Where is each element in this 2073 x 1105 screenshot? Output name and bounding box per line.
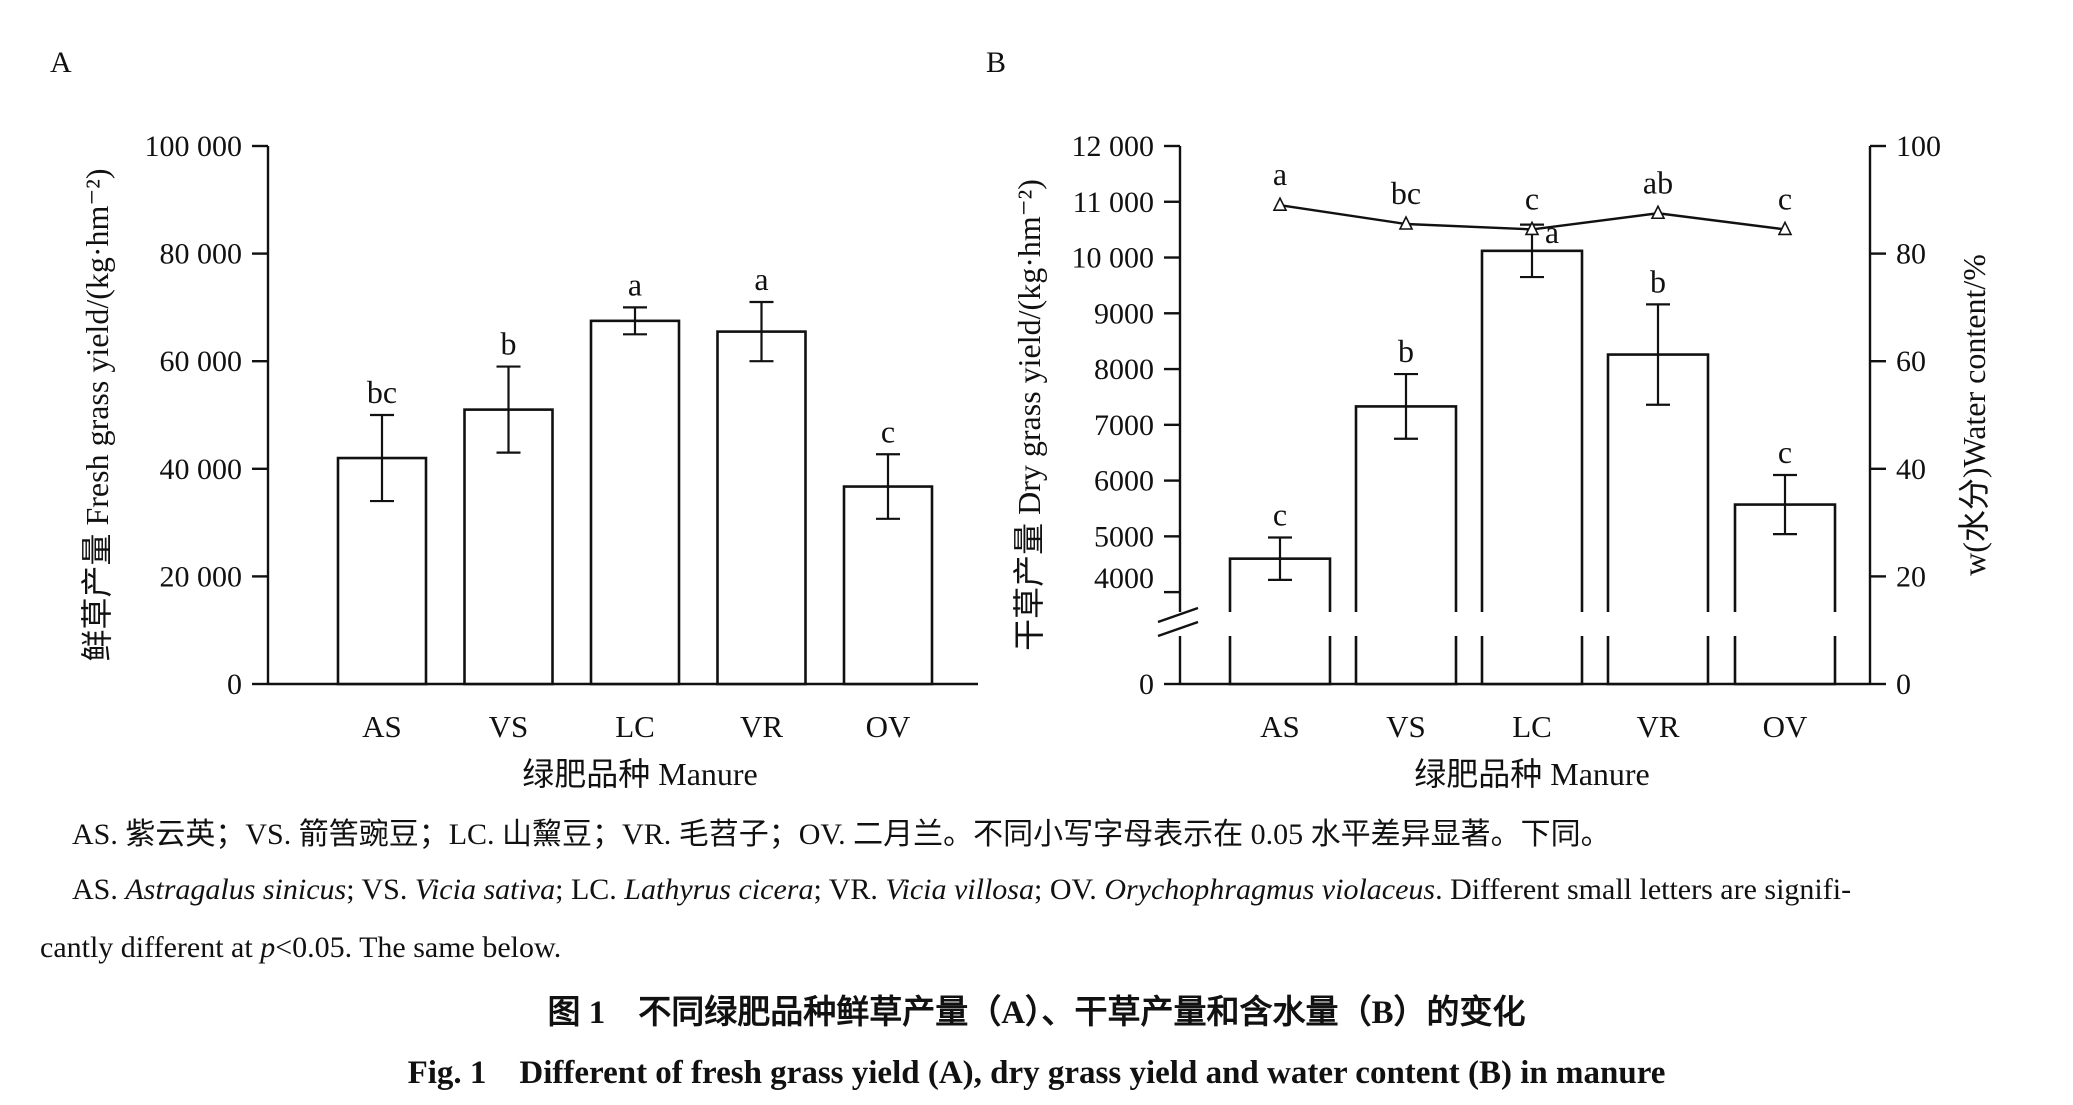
panel-b-bar-significance-label: c [1778, 434, 1792, 470]
panel-b-line-significance-label: c [1778, 180, 1792, 216]
panel-b-label: B [986, 46, 1006, 79]
panel-a-significance-label: a [754, 261, 768, 297]
panel-b-bar-break-gap [1705, 612, 1711, 636]
panel-b-water-content-point [1777, 220, 1793, 236]
panel-b-x-axis-label: 绿肥品种 Manure [1414, 756, 1650, 792]
panel-a-bar-vs [463, 408, 554, 686]
panel-b-line-significance-label: a [1273, 156, 1287, 192]
panel-b-left-y-tick-label: 8000 [1094, 353, 1154, 386]
panel-b-x-tick-label: AS [1260, 709, 1300, 744]
panel-b-axis-break-mark [1157, 620, 1199, 638]
panel-b-water-content-point [1398, 215, 1414, 230]
panel-b-axis-break-mark [1157, 606, 1199, 624]
panel-b-line-significance-label: ab [1643, 164, 1673, 200]
panel-a-bar-vr [716, 330, 807, 686]
panel-b-left-y-tick-label: 7000 [1094, 409, 1154, 442]
panel-b-bar-rect [1354, 405, 1458, 686]
figure-title-zh: 图 1 不同绿肥品种鲜草产量（A）、干草产量和含水量（B）的变化 [547, 995, 1526, 1031]
panel-a-y-tick-label: 20 000 [160, 560, 243, 593]
panel-b-bar-break-gap [1832, 612, 1838, 636]
caption-abbreviations-en: AS. Astragalus sinicus; VS. Vicia sativa… [40, 873, 1852, 964]
panel-b-bar-significance-label: b [1650, 263, 1666, 299]
panel-b-chart: B 0 4000 5000 6000 7000 8000 9000 10 000 11 000 1… [986, 46, 1992, 792]
panel-b-bar-break-gap [1732, 612, 1738, 636]
panel-b-right-y-tick-label: 60 [1896, 345, 1926, 378]
panel-b-bar-break-gap [1453, 612, 1459, 636]
panel-b-bar-significance-label: b [1398, 333, 1414, 369]
panel-b-water-content-point [1272, 196, 1288, 211]
panel-a-y-axis-label: 鲜草产量 Fresh grass yield/(kg·hm⁻²) [79, 168, 115, 661]
panel-a-y-tick-label: 60 000 [160, 345, 243, 378]
panel-b-left-y-tick-label: 9000 [1094, 297, 1154, 330]
panel-b-bar-break-gap [1605, 612, 1611, 636]
panel-a-bar-lc [589, 319, 681, 686]
panel-b-bar-break-gap [1227, 612, 1233, 636]
panel-b-bar-vr [1605, 353, 1711, 686]
panel-b-bar-break-gap [1579, 612, 1585, 636]
panel-a-x-tick-label: VR [740, 709, 783, 744]
panel-a-significance-label: c [881, 413, 895, 449]
panel-b-bar-break-gap [1479, 612, 1485, 636]
panel-a-significance-label: bc [367, 374, 397, 410]
panel-a-x-tick-label: VS [489, 709, 529, 744]
figure-title-en: Fig. 1 Different of fresh grass yield (A… [407, 1055, 1666, 1091]
panel-b-x-tick-label: OV [1763, 709, 1808, 744]
panel-b-left-y-tick-label: 4000 [1094, 562, 1154, 595]
panel-b-right-y-tick-label: 0 [1896, 668, 1911, 701]
panel-a-chart: A 0 20 000 40 000 60 000 80 000 100 000 bc b a a… [50, 46, 978, 792]
panel-b-x-tick-label: VS [1386, 709, 1426, 744]
panel-a-significance-label: a [628, 266, 642, 302]
panel-b-bar-significance-label: c [1273, 496, 1287, 532]
panel-b-bar-vs [1353, 405, 1459, 686]
panel-b-left-y-tick-label: 0 [1139, 668, 1154, 701]
panel-b-left-y-tick-label: 6000 [1094, 465, 1154, 498]
panel-b-left-y-axis-label: 干草产量 Dry grass yield/(kg·hm⁻²) [1011, 179, 1047, 651]
panel-b-right-y-tick-label: 20 [1896, 560, 1926, 593]
panel-b-line-significance-label: c [1525, 180, 1539, 216]
panel-b-right-y-axis-label: w(水分)Water content/% [1956, 254, 1992, 576]
panel-a-x-axis-label: 绿肥品种 Manure [522, 756, 758, 792]
panel-b-right-y-tick-label: 100 [1896, 130, 1941, 163]
panel-b-x-tick-label: LC [1512, 709, 1552, 744]
panel-b-left-y-tick-label: 11 000 [1073, 186, 1154, 219]
panel-b-x-tick-label: VR [1636, 709, 1679, 744]
panel-a-x-tick-label: OV [866, 709, 911, 744]
panel-b-line-significance-label: bc [1391, 175, 1421, 211]
panel-b-bar-break-gap [1327, 612, 1333, 636]
panel-b-right-y-tick-label: 40 [1896, 453, 1926, 486]
panel-a-y-tick-label: 80 000 [160, 238, 243, 271]
panel-a-y-tick-label: 100 000 [145, 130, 243, 163]
panel-b-left-y-tick-label: 10 000 [1072, 242, 1155, 275]
panel-b-left-y-tick-label: 5000 [1094, 520, 1154, 553]
panel-a-x-tick-label: LC [615, 709, 655, 744]
panel-a-significance-label: b [501, 326, 517, 362]
panel-b-water-content-point [1650, 204, 1666, 220]
panel-a-x-tick-label: AS [362, 709, 402, 744]
panel-b-left-y-tick-label: 12 000 [1072, 130, 1155, 163]
panel-b-bar-significance-label: a [1545, 214, 1559, 250]
panel-b-water-content-point [1524, 220, 1540, 236]
caption-abbreviations-zh: AS. 紫云英；VS. 箭筈豌豆；LC. 山黧豆；VR. 毛苕子；OV. 二月兰… [72, 818, 1611, 851]
panel-b-bar-rect [1480, 249, 1584, 686]
panel-b-bar-rect [1606, 353, 1710, 686]
panel-b-right-y-tick-label: 80 [1896, 238, 1926, 271]
panel-a-y-tick-label: 40 000 [160, 453, 243, 486]
panel-a-y-tick-label: 0 [227, 668, 242, 701]
panel-a-label: A [50, 46, 72, 79]
panel-b-bar-break-gap [1353, 612, 1359, 636]
panel-b-bar-lc [1479, 249, 1585, 686]
